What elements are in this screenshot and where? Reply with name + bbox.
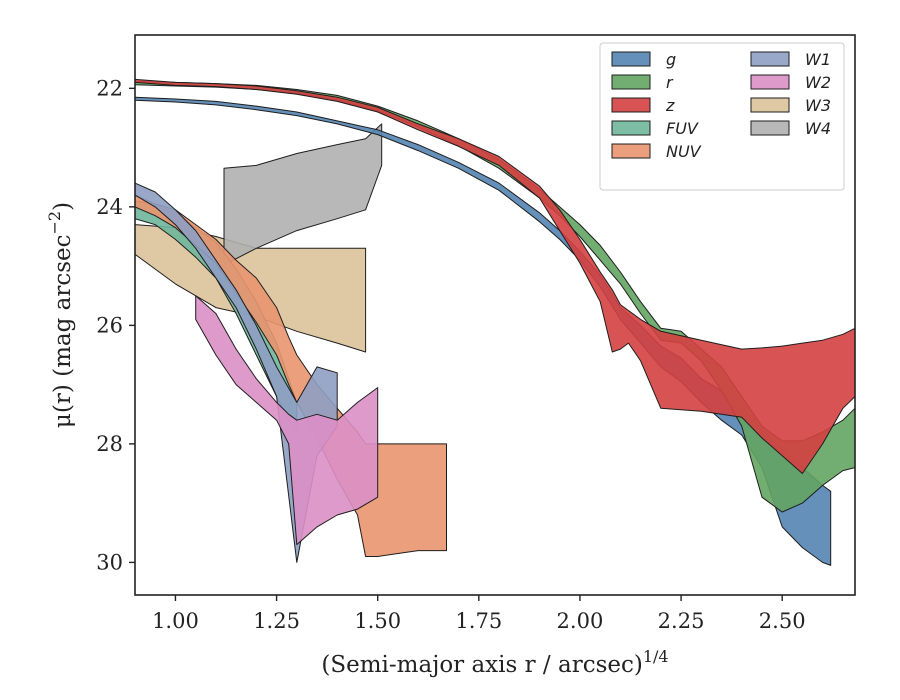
- x-tick-label: 1.75: [455, 609, 502, 633]
- legend: grz FUV NUV W1 W2 W3 W4: [599, 42, 845, 191]
- plot-frame: [134, 34, 856, 596]
- y-axis-label: μ(r) (mag arcsec−2): [45, 202, 76, 428]
- x-tick-label: 1.00: [152, 609, 199, 633]
- x-tick-label: 2.50: [759, 609, 806, 633]
- legend-label-W4: W4: [805, 119, 831, 138]
- band-W2: [195, 295, 379, 546]
- x-axis-label-main: (Semi-major axis r / arcsec): [321, 652, 642, 678]
- legend-swatch-FUV: [611, 120, 651, 136]
- band-W4: [223, 123, 383, 266]
- x-tick-label: 2.00: [557, 609, 604, 633]
- legend-label-g: g: [666, 50, 676, 69]
- legend-swatch-W3: [750, 97, 790, 113]
- y-axis-label-close: ): [50, 202, 76, 211]
- legend-label-r: r: [666, 73, 674, 92]
- y-axis-label-exponent: −2: [45, 211, 64, 235]
- legend-swatch-z: [611, 97, 651, 113]
- y-tick-label: 22: [96, 76, 123, 100]
- x-axis-label-exponent: 1/4: [643, 647, 669, 666]
- y-axis-ticks: 22 24 26 28 30: [96, 76, 135, 574]
- x-axis-ticks: 1.00 1.25 1.50 1.75 2.00 2.25 2.50: [152, 595, 806, 633]
- x-axis-label: (Semi-major axis r / arcsec)1/4: [321, 647, 668, 678]
- legend-label-W3: W3: [805, 96, 831, 115]
- x-tick-label: 1.25: [253, 609, 300, 633]
- legend-label-W2: W2: [805, 73, 831, 92]
- y-axis-label-main: μ(r) (mag arcsec: [50, 234, 76, 428]
- band-g: [135, 96, 832, 566]
- x-tick-label: 1.50: [354, 609, 401, 633]
- legend-label-z: z: [665, 96, 675, 115]
- legend-swatch-r: [611, 74, 651, 90]
- data-bands: [135, 78, 855, 566]
- legend-label-FUV: FUV: [666, 119, 699, 138]
- legend-swatch-W4: [750, 120, 790, 136]
- x-tick-label: 2.25: [658, 609, 705, 633]
- y-tick-label: 26: [96, 313, 123, 337]
- legend-swatch-g: [611, 51, 651, 67]
- legend-label-W1: W1: [805, 50, 831, 69]
- y-tick-label: 24: [96, 195, 123, 219]
- legend-label-NUV: NUV: [666, 142, 702, 161]
- legend-swatch-W1: [750, 51, 790, 67]
- y-tick-label: 28: [96, 432, 123, 456]
- y-tick-label: 30: [96, 550, 123, 574]
- legend-swatch-W2: [750, 74, 790, 90]
- band-z: [135, 78, 855, 474]
- legend-swatch-NUV: [611, 143, 651, 159]
